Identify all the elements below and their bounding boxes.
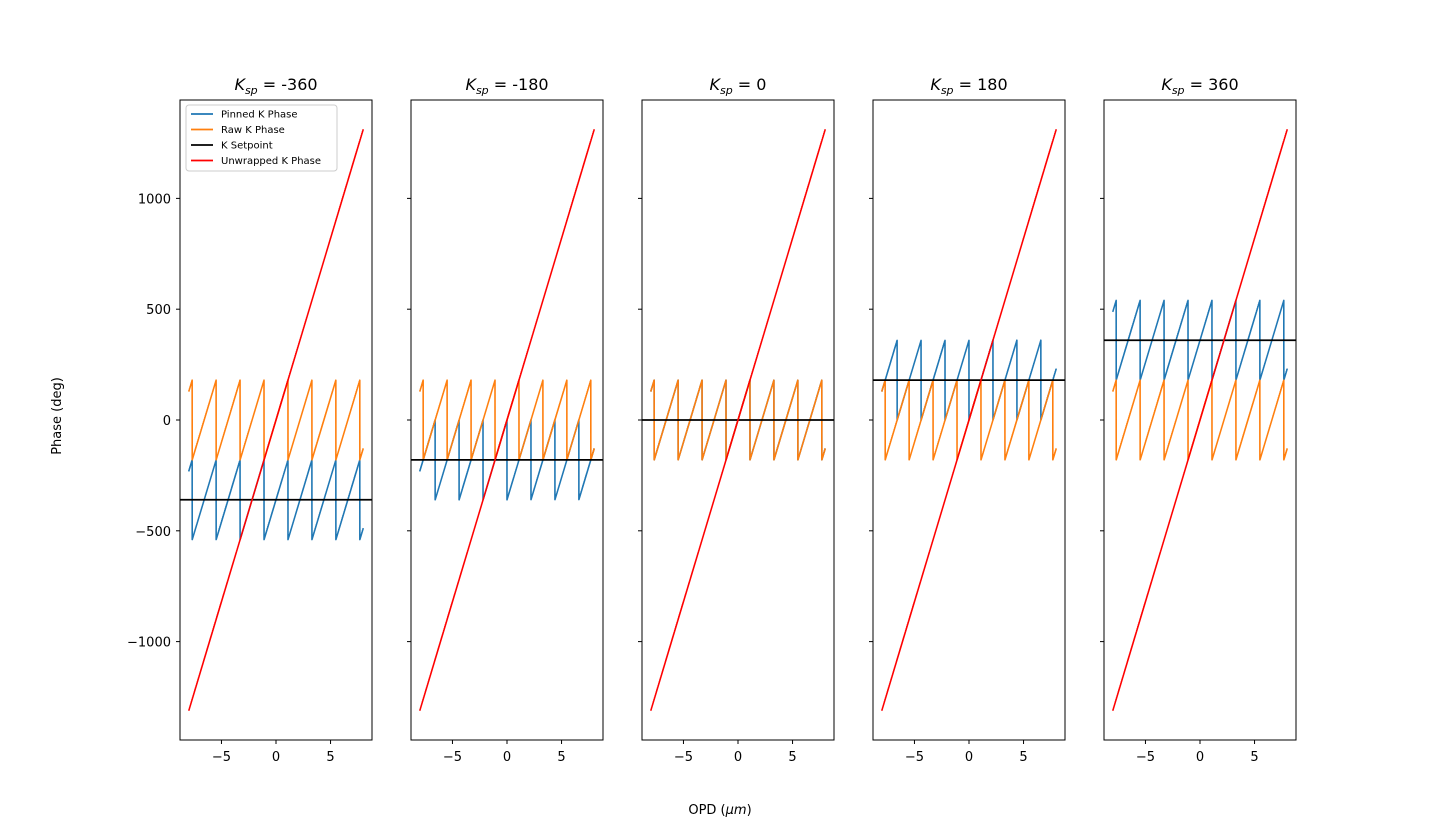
x-tick-label: 5 xyxy=(1019,750,1027,765)
panel-title: Ksp = -180 xyxy=(465,75,548,97)
legend-box xyxy=(185,104,338,172)
x-axis-label-text: OPD ( xyxy=(688,803,725,818)
y-tick-label: 500 xyxy=(146,303,171,318)
x-tick-label: 0 xyxy=(965,750,973,765)
y-axis-label: Phase (deg) xyxy=(50,377,65,455)
unwrapped-phase-line xyxy=(1111,129,1289,711)
panel-title-subscript: sp xyxy=(720,84,733,97)
x-tick-label: 5 xyxy=(1250,750,1258,765)
panel-title-value: = 360 xyxy=(1185,75,1239,94)
plot-area xyxy=(411,129,603,711)
unwrapped-phase-line xyxy=(418,129,596,711)
x-tick-label: −5 xyxy=(212,750,231,765)
plot-area xyxy=(180,129,372,711)
x-tick-label: 5 xyxy=(557,750,565,765)
y-tick-label: 1000 xyxy=(138,192,171,207)
legend-label-raw: Raw K Phase xyxy=(221,125,285,136)
x-tick-label: −5 xyxy=(443,750,462,765)
x-tick-label: 5 xyxy=(788,750,796,765)
panel-title-subscript: sp xyxy=(476,84,489,97)
x-tick-label: 0 xyxy=(734,750,742,765)
unwrapped-phase-line xyxy=(187,129,365,711)
x-tick-label: −5 xyxy=(905,750,924,765)
x-tick-label: −5 xyxy=(1136,750,1155,765)
panel-title-value: = 0 xyxy=(733,75,767,94)
y-tick-label: −1000 xyxy=(127,636,171,651)
panel-title-symbol: K xyxy=(465,75,477,94)
plot-area xyxy=(642,129,834,711)
panel-title: Ksp = -360 xyxy=(234,75,317,97)
panel-title-symbol: K xyxy=(710,75,722,94)
panel-1: −5 0 5 −1000 −500 0 500 1000 Ksp = -360 xyxy=(127,75,373,765)
panel-title-symbol: K xyxy=(234,75,246,94)
panel-title-subscript: sp xyxy=(1172,84,1185,97)
x-axis-label-unit: μm xyxy=(725,803,747,818)
panel-3: −5 0 5 Ksp = 0 xyxy=(638,75,835,765)
legend-label-unwrapped: Unwrapped K Phase xyxy=(221,156,321,167)
x-tick-label: 5 xyxy=(326,750,334,765)
legend-label-pinned: Pinned K Phase xyxy=(221,110,298,121)
x-tick-label: 0 xyxy=(503,750,511,765)
legend: Pinned K Phase Raw K Phase K Setpoint Unwra… xyxy=(185,104,338,172)
x-tick-label: −5 xyxy=(674,750,693,765)
y-tick-label: 0 xyxy=(163,414,171,429)
x-axis-label-close: ) xyxy=(747,803,752,818)
y-tick-label: −500 xyxy=(135,525,171,540)
panel-title: Ksp = 360 xyxy=(1161,75,1238,97)
panel-title-value: = -180 xyxy=(489,75,549,94)
unwrapped-phase-line xyxy=(880,129,1058,711)
panel-5: −5 0 5 Ksp = 360 xyxy=(1100,75,1297,765)
panel-title-symbol: K xyxy=(1161,75,1173,94)
panel-title-symbol: K xyxy=(930,75,942,94)
panel-title: Ksp = 0 xyxy=(710,75,767,97)
panel-title-value: = -360 xyxy=(258,75,318,94)
legend-label-setpoint: K Setpoint xyxy=(221,141,273,152)
panel-title-subscript: sp xyxy=(941,84,954,97)
x-tick-label: 0 xyxy=(1196,750,1204,765)
x-tick-label: 0 xyxy=(272,750,280,765)
panel-4: −5 0 5 Ksp = 180 xyxy=(869,75,1066,765)
panel-2: −5 0 5 Ksp = -180 xyxy=(407,75,604,765)
plot-area xyxy=(873,129,1065,711)
unwrapped-phase-line xyxy=(649,129,827,711)
panel-title-subscript: sp xyxy=(245,84,258,97)
panel-title: Ksp = 180 xyxy=(930,75,1007,97)
plot-area xyxy=(1104,129,1296,711)
x-axis-label: OPD (μm) xyxy=(688,803,751,818)
panel-title-value: = 180 xyxy=(954,75,1008,94)
